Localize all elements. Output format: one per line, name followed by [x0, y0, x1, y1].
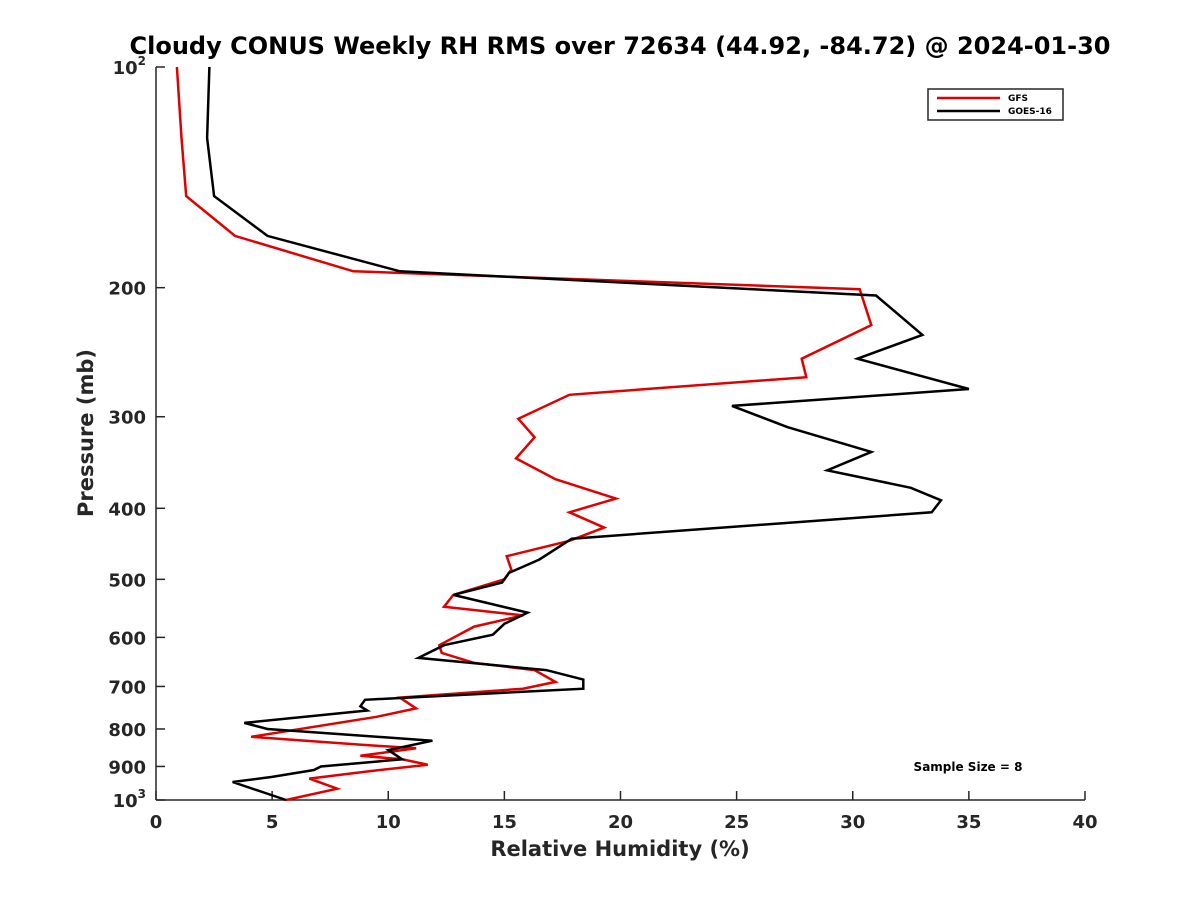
y-tick-label-base: 10: [113, 791, 138, 812]
x-tick-label: 30: [840, 812, 865, 833]
x-tick-label: 20: [608, 812, 633, 833]
x-tick-label: 5: [266, 812, 279, 833]
y-tick-label-base: 900: [108, 757, 146, 778]
x-tick-label: 15: [492, 812, 517, 833]
y-tick-label: 900: [108, 757, 146, 778]
chart-title: Cloudy CONUS Weekly RH RMS over 72634 (4…: [130, 32, 1111, 60]
legend-label-goes16: GOES-16: [1008, 107, 1052, 117]
legend: GFS GOES-16: [927, 88, 1064, 121]
y-tick-label: 700: [108, 677, 146, 698]
y-tick-label-exponent: 3: [138, 787, 146, 801]
y-tick-label-exponent: 2: [138, 54, 146, 68]
legend-label-gfs: GFS: [1008, 94, 1028, 104]
y-tick-label: 500: [108, 570, 146, 591]
x-tick-label: 25: [724, 812, 749, 833]
y-tick-label: 600: [108, 628, 146, 649]
y-tick-label-base: 400: [108, 499, 146, 520]
series-line-gfs: [175, 66, 873, 802]
y-tick-label: 200: [108, 279, 146, 300]
sample-size-annotation: Sample Size = 8: [914, 760, 1023, 774]
legend-box: [927, 88, 1064, 121]
y-axis-label: Pressure (mb): [74, 349, 98, 517]
x-axis-label: Relative Humidity (%): [490, 837, 749, 861]
y-tick-label: 800: [108, 720, 146, 741]
series-layer: [175, 66, 970, 802]
y-tick-label-base: 700: [108, 677, 146, 698]
y-tick-label: 400: [108, 499, 146, 520]
y-tick-label-base: 300: [108, 408, 146, 429]
y-tick-label-base: 10: [113, 58, 138, 79]
x-tick-label: 35: [956, 812, 981, 833]
x-tick-label: 40: [1072, 812, 1097, 833]
y-tick-label-base: 800: [108, 720, 146, 741]
y-tick-label: 102: [113, 54, 146, 79]
x-axis-ticks: 0 5 10 15 20 25 30 35 40: [150, 791, 1098, 833]
y-tick-label: 103: [113, 787, 146, 812]
x-tick-label: 10: [376, 812, 401, 833]
x-tick-label: 0: [150, 812, 163, 833]
series-line-goes-16: [205, 66, 970, 802]
y-tick-label-base: 600: [108, 628, 146, 649]
plot-area: [156, 67, 1085, 800]
y-tick-label: 300: [108, 408, 146, 429]
y-tick-label-base: 500: [108, 570, 146, 591]
y-tick-label-base: 200: [108, 279, 146, 300]
